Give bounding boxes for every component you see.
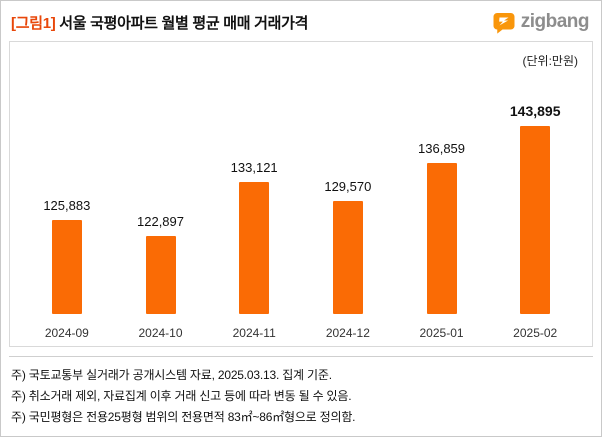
x-axis-label: 2025-01 <box>419 326 464 340</box>
x-axis-label: 2024-09 <box>44 326 89 340</box>
bar-value-label: 133,121 <box>230 160 278 175</box>
chart-panel: (단위:만원) 125,883 2024-09 122,897 2024-10 133,… <box>9 41 593 347</box>
bar-value-label: 143,895 <box>509 103 561 119</box>
zigbang-logo-text: zigbang <box>520 11 590 32</box>
bar <box>332 201 363 314</box>
zigbang-bubble-icon <box>493 13 515 34</box>
figure-tag: [그림1] <box>11 14 56 32</box>
notes-divider <box>9 356 593 357</box>
bar-column: 136,859 2025-01 <box>395 141 489 340</box>
title-text: 서울 국평아파트 월별 평균 매매 거래가격 <box>55 14 309 32</box>
bar-value-label: 136,859 <box>418 141 466 156</box>
zigbang-logo: zigbang <box>492 10 590 34</box>
x-axis-label: 2024-12 <box>325 326 370 340</box>
page-title: [그림1] 서울 국평아파트 월별 평균 매매 거래가격 <box>11 12 308 33</box>
header: [그림1] 서울 국평아파트 월별 평균 매매 거래가격 zigbang <box>1 1 601 39</box>
footnote: 주) 취소거래 제외, 자료집계 이후 거래 신고 등에 따라 변동 될 수 있… <box>11 389 352 403</box>
footnote: 주) 국민평형은 전용25평형 범위의 전용면적 83㎡~86㎡형으로 정의함. <box>11 410 356 424</box>
bar-column: 122,897 2024-10 <box>114 214 208 340</box>
footnotes: 주) 국토교통부 실거래가 공개시스템 자료, 2025.03.13. 집계 기… <box>1 357 601 428</box>
bar <box>239 182 270 314</box>
x-axis-label: 2025-02 <box>513 326 558 340</box>
x-axis-label: 2024-11 <box>232 326 276 340</box>
bar-value-label: 122,897 <box>137 214 184 229</box>
unit-label: (단위:만원) <box>522 54 579 68</box>
x-axis-label: 2024-10 <box>138 326 183 340</box>
bar <box>520 126 551 314</box>
bar <box>426 163 457 314</box>
bar-value-label: 129,570 <box>324 179 372 194</box>
bar-column: 133,121 2024-11 <box>207 160 301 340</box>
bar <box>145 236 176 314</box>
bar-value-label: 125,883 <box>43 198 91 213</box>
bar-chart: 125,883 2024-09 122,897 2024-10 133,121 2024-… <box>20 103 582 340</box>
bar <box>51 220 82 314</box>
bar-column: 129,570 2024-12 <box>301 179 395 340</box>
footnote: 주) 국토교통부 실거래가 공개시스템 자료, 2025.03.13. 집계 기… <box>11 368 332 382</box>
bar-column: 143,895 2025-02 <box>488 103 582 340</box>
bar-column: 125,883 2024-09 <box>20 198 114 340</box>
